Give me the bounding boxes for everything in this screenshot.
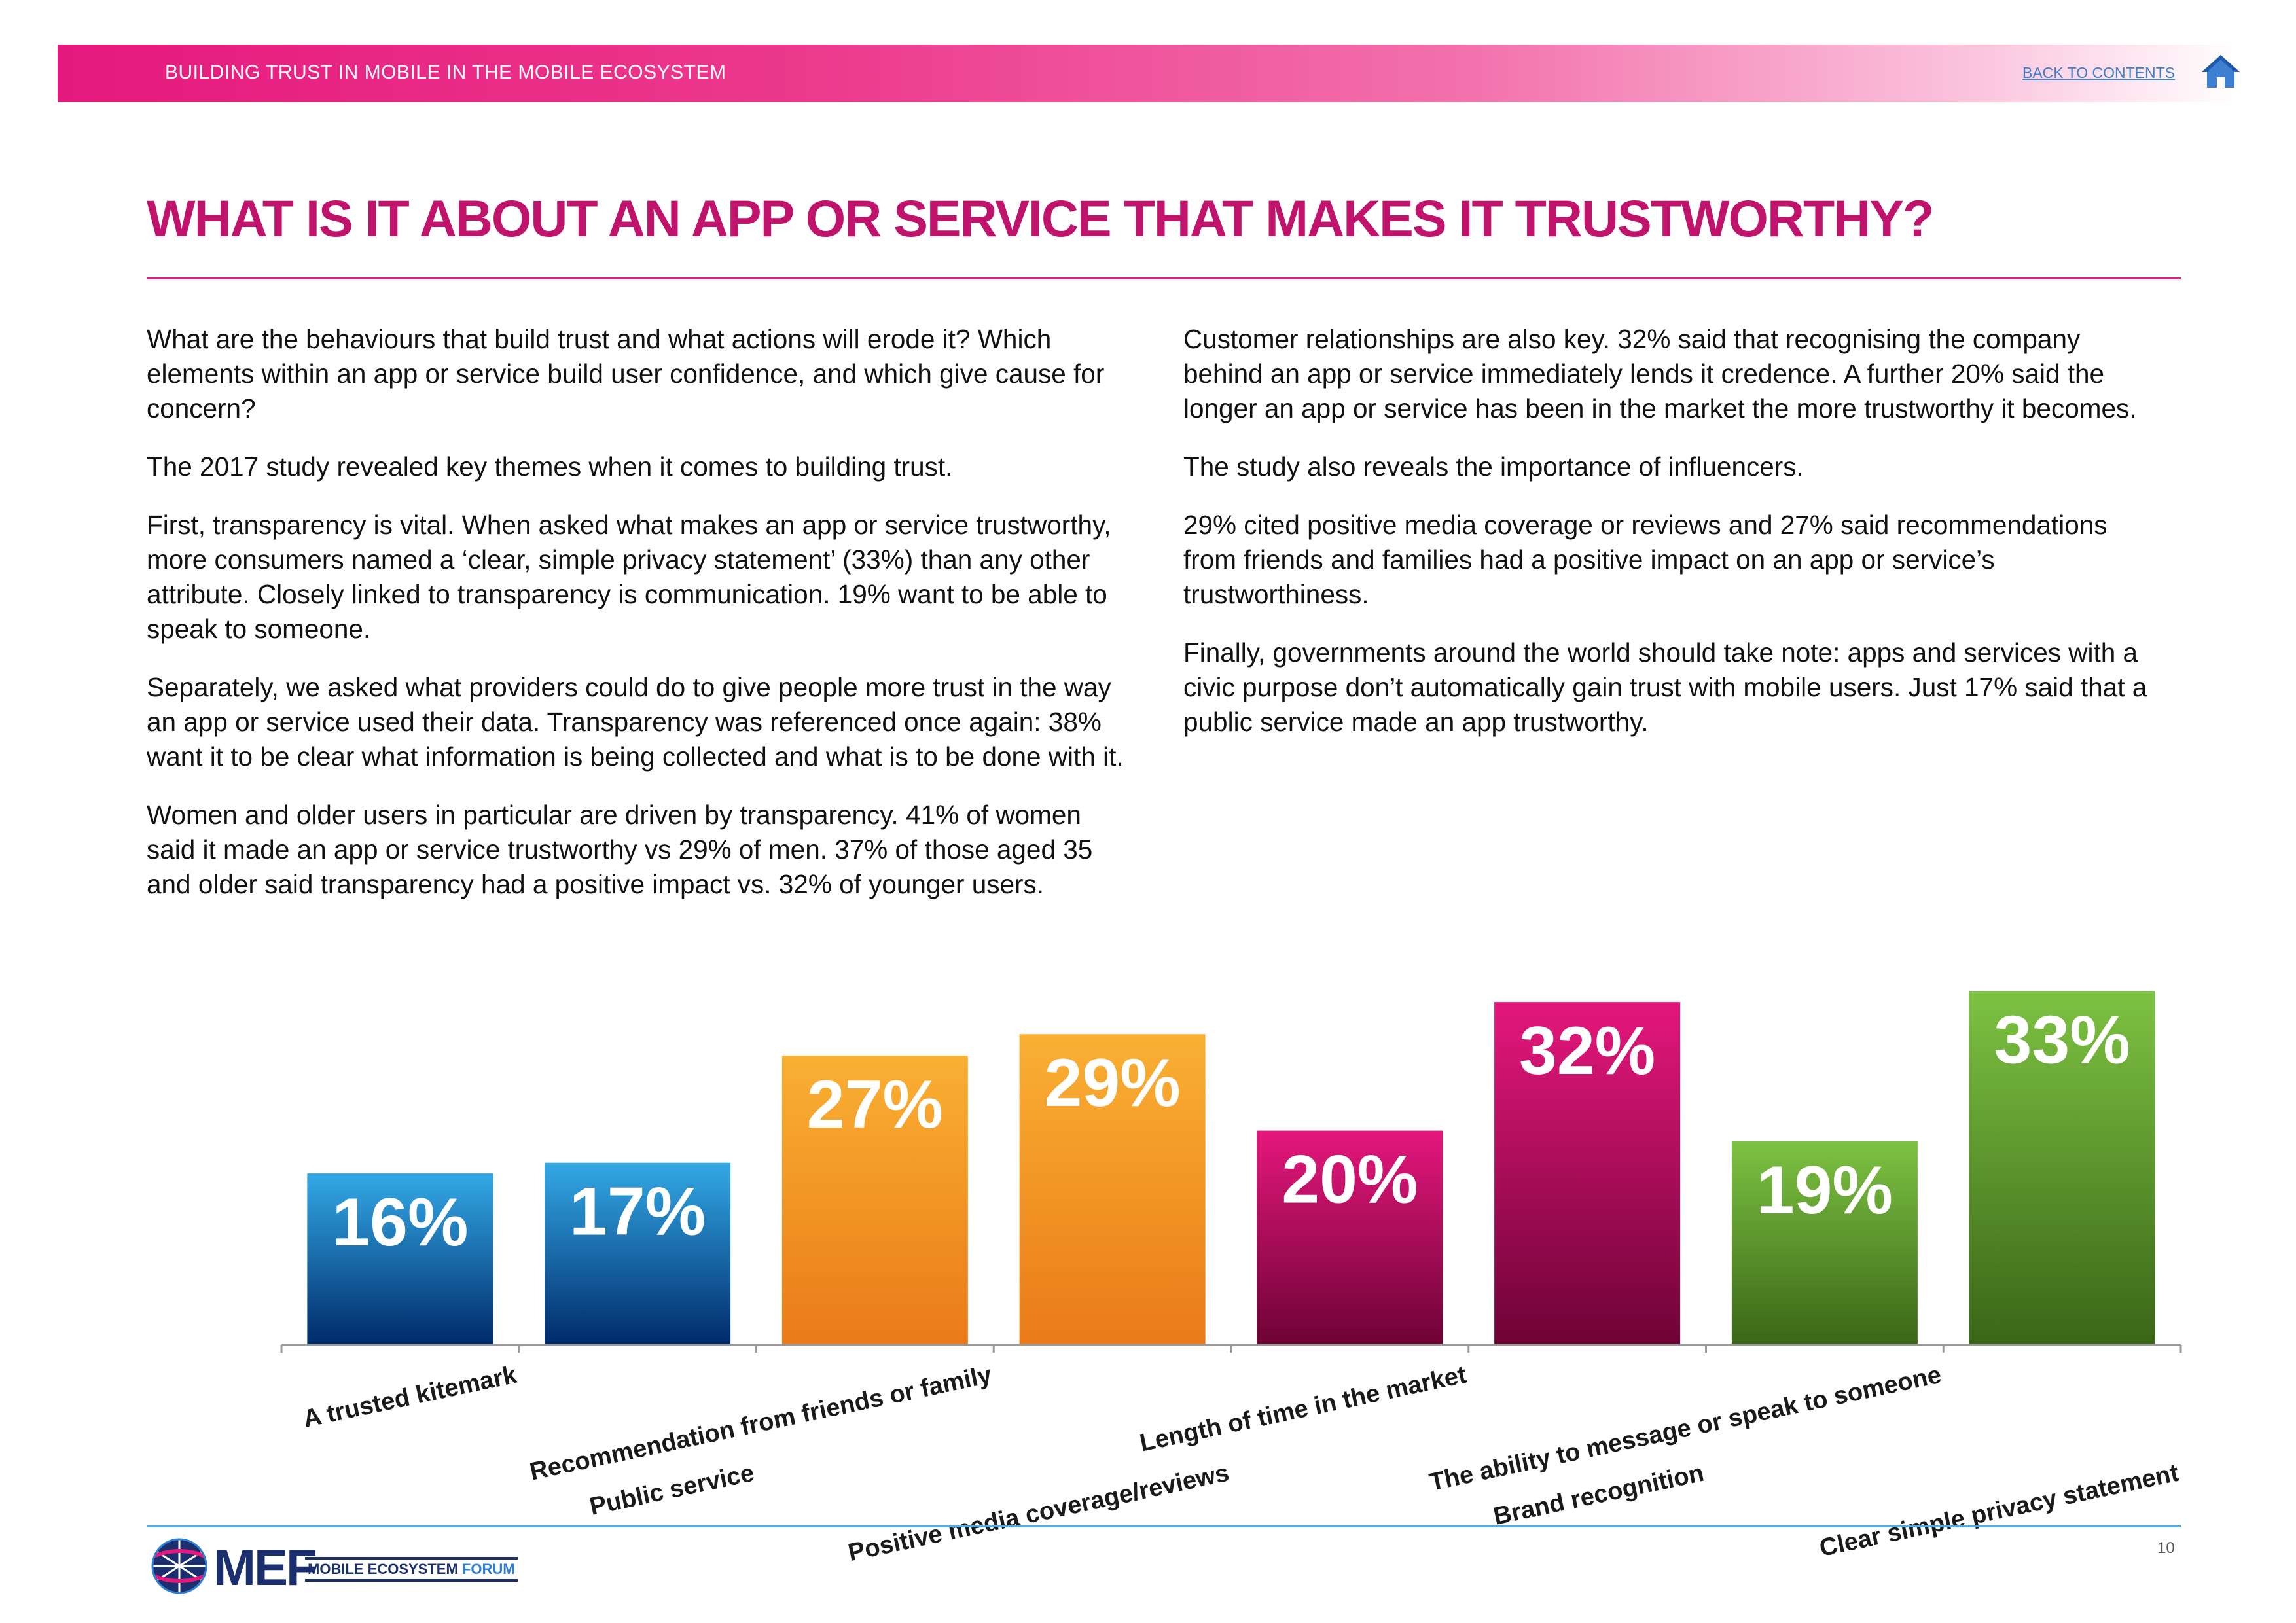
paragraph: First, transparency is vital. When asked… xyxy=(147,510,1111,644)
logo-subtitle-forum: FORUM xyxy=(461,1561,515,1577)
category-label: Clear simple privacy statement xyxy=(1817,1459,2181,1563)
paragraph: Separately, we asked what providers coul… xyxy=(147,672,1124,772)
paragraph: Customer relationships are also key. 32%… xyxy=(1183,324,2137,423)
page-number: 10 xyxy=(2157,1539,2175,1557)
header-title: BUILDING TRUST IN MOBILE IN THE MOBILE E… xyxy=(165,62,726,83)
body-left-column: What are the behaviours that build trust… xyxy=(147,322,1128,925)
bar xyxy=(545,1162,731,1345)
header-band xyxy=(58,45,2238,102)
bar-data-label: 32% xyxy=(1519,1013,1655,1089)
bar-data-label: 17% xyxy=(569,1174,706,1250)
bar xyxy=(781,1055,968,1345)
bar xyxy=(1494,1002,1681,1345)
bar-data-label: 27% xyxy=(807,1067,943,1143)
paragraph: Women and older users in particular are … xyxy=(147,800,1093,899)
category-label: Length of time in the market xyxy=(1138,1361,1469,1457)
logo-subtitle-main: MOBILE ECOSYSTEM xyxy=(308,1561,458,1577)
bar-data-label: 33% xyxy=(1994,1003,2130,1079)
back-to-contents-link[interactable]: BACK TO CONTENTS xyxy=(2022,64,2176,81)
bar xyxy=(1019,1034,1206,1345)
paragraph: The 2017 study revealed key themes when … xyxy=(147,452,953,482)
bar xyxy=(1731,1141,1918,1345)
bar-data-label: 19% xyxy=(1757,1152,1893,1228)
home-icon[interactable] xyxy=(2200,52,2241,90)
category-label: A trusted kitemark xyxy=(301,1361,520,1433)
body-right-column: Customer relationships are also key. 32%… xyxy=(1183,322,2165,763)
bar-data-label: 29% xyxy=(1045,1045,1181,1121)
title-divider xyxy=(147,277,2181,279)
paragraph: 29% cited positive media coverage or rev… xyxy=(1183,510,2108,609)
paragraph: The study also reveals the importance of… xyxy=(1183,452,1804,482)
logo-wordmark: MEF xyxy=(213,1539,317,1596)
footer-divider xyxy=(147,1525,2181,1527)
globe-icon xyxy=(151,1538,207,1594)
bar-data-label: 16% xyxy=(332,1185,468,1260)
bar xyxy=(1969,991,2155,1345)
page-title: WHAT IS IT ABOUT AN APP OR SERVICE THAT … xyxy=(147,189,1934,247)
category-label: Recommendation from friends or family xyxy=(528,1361,994,1486)
bar-data-label: 20% xyxy=(1282,1142,1418,1218)
category-label: Positive media coverage/reviews xyxy=(846,1459,1231,1567)
bar xyxy=(1257,1130,1443,1345)
paragraph: Finally, governments around the world sh… xyxy=(1183,637,2147,737)
bar xyxy=(307,1173,493,1345)
logo-subtitle: MOBILE ECOSYSTEM FORUM xyxy=(305,1557,518,1582)
paragraph: What are the behaviours that build trust… xyxy=(147,324,1105,423)
